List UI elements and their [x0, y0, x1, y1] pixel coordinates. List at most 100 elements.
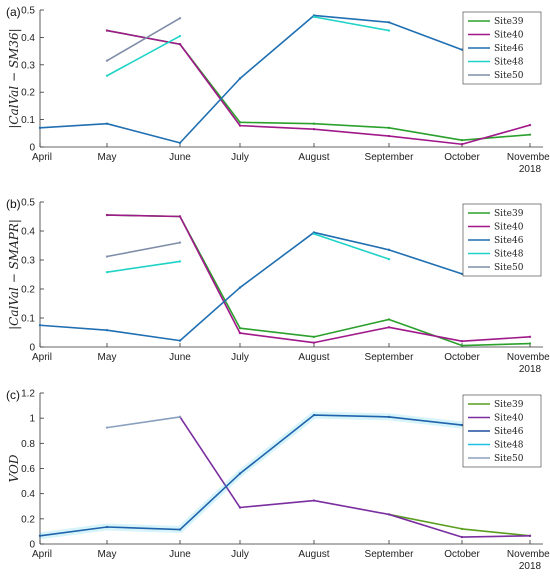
- data-point: [105, 328, 109, 332]
- x-tick-label: September: [365, 152, 415, 163]
- y-tick-label: 0.5: [21, 198, 35, 209]
- y-tick-label: 0.4: [21, 489, 35, 500]
- x-tick-label: November: [507, 549, 550, 560]
- panel-label: (c): [6, 388, 20, 402]
- y-tick-label: 0.4: [21, 227, 35, 238]
- y-tick-label: 0: [29, 540, 35, 551]
- legend-label: Site48: [494, 441, 524, 451]
- legend-label: Site50: [494, 263, 524, 273]
- y-tick-label: 0.1: [21, 115, 35, 126]
- data-point: [178, 17, 182, 20]
- x-tick-label: October: [444, 152, 480, 163]
- y-tick-label: 0.5: [21, 6, 35, 17]
- chart-panel-2: 0 0.1 0.2 0.3 0.4 0.5 April May June July August Se…: [6, 197, 550, 375]
- data-point: [38, 534, 42, 538]
- panel-label: (b): [6, 197, 21, 211]
- x-tick-label: April: [32, 549, 52, 560]
- y-axis-label: |CalVal − SMAPR|: [7, 219, 21, 330]
- data-point: [178, 241, 182, 244]
- data-point: [312, 413, 316, 417]
- y-tick-label: 0.2: [21, 285, 35, 296]
- data-point: [460, 535, 464, 539]
- legend-label: Site39: [494, 400, 524, 410]
- y-tick-label: 1: [29, 414, 35, 425]
- data-point: [460, 340, 464, 343]
- x-tick-label: September: [365, 352, 415, 363]
- y-axis-label: |CalVal − SM36|: [7, 28, 21, 128]
- x-tick-label: November: [507, 152, 550, 163]
- x-tick-label: April: [32, 152, 52, 163]
- data-point: [106, 526, 108, 528]
- data-point: [387, 248, 391, 252]
- data-point: [238, 77, 242, 80]
- data-point: [388, 416, 390, 418]
- legend-label: Site50: [494, 71, 524, 81]
- data-point: [312, 499, 316, 502]
- data-point: [312, 15, 316, 19]
- series-line-site50: [106, 241, 181, 258]
- data-point: [38, 324, 42, 327]
- data-point: [238, 472, 242, 475]
- series-line-site48: [106, 35, 181, 77]
- x-tick-label: June: [169, 152, 191, 163]
- data-point: [387, 134, 391, 138]
- y-tick-label: 0: [29, 143, 35, 154]
- x-tick-label: May: [98, 152, 117, 163]
- x-tick-label: August: [298, 549, 329, 560]
- series-line-site40: [179, 416, 531, 538]
- series-line-site39: [388, 513, 531, 537]
- x-tick-label: October: [444, 549, 480, 560]
- data-point: [238, 124, 242, 127]
- chart-panel-1: 0 0.1 0.2 0.3 0.4 0.5 April May June July August Se…: [6, 5, 550, 175]
- series-line-site48: [313, 16, 390, 32]
- x-tick-label: November: [507, 352, 550, 363]
- y-tick-label: 1.2: [21, 389, 35, 400]
- data-point: [312, 335, 316, 339]
- data-point: [239, 472, 241, 474]
- chart-panel-3: 0 0.2 0.4 0.6 0.8 1 1.2 April May June July August S…: [6, 388, 550, 572]
- data-point: [460, 272, 464, 276]
- series-line-site48: [313, 233, 390, 260]
- legend-label: Site40: [494, 31, 524, 41]
- data-point: [312, 122, 316, 125]
- data-point: [178, 415, 182, 419]
- legend-label: Site39: [494, 209, 524, 219]
- y-tick-label: 0.2: [21, 88, 35, 99]
- y-tick-label: 0.3: [21, 60, 35, 71]
- series-line-site48: [106, 260, 181, 273]
- data-point: [387, 415, 391, 419]
- x-year-label: 2018: [519, 164, 542, 175]
- x-tick-label: October: [444, 352, 480, 363]
- data-point: [528, 534, 532, 538]
- legend-label: Site46: [494, 427, 524, 437]
- data-point: [105, 255, 109, 258]
- series-line-site50: [106, 17, 181, 62]
- data-point: [460, 527, 464, 531]
- y-tick-label: 0.4: [21, 33, 35, 44]
- data-point: [178, 215, 182, 218]
- x-tick-label: April: [32, 352, 52, 363]
- legend-label: Site50: [494, 454, 524, 464]
- y-tick-label: 0.3: [21, 256, 35, 267]
- data-point: [38, 126, 42, 130]
- data-point: [178, 141, 182, 145]
- data-point: [105, 74, 109, 77]
- data-point: [39, 535, 41, 537]
- y-tick-label: 0: [29, 343, 35, 354]
- x-tick-label: August: [298, 352, 329, 363]
- legend-label: Site39: [494, 17, 524, 27]
- data-point: [105, 59, 109, 62]
- y-tick-label: 0.2: [21, 514, 35, 525]
- data-point: [178, 34, 182, 38]
- data-point: [178, 260, 182, 263]
- data-point: [105, 29, 109, 32]
- data-point: [460, 48, 464, 51]
- data-point: [387, 318, 391, 321]
- data-point: [387, 513, 391, 516]
- legend-label: Site46: [494, 236, 524, 246]
- data-point: [105, 270, 109, 274]
- data-point: [460, 143, 464, 146]
- legend-label: Site48: [494, 250, 524, 260]
- legend-label: Site40: [494, 223, 524, 233]
- data-point: [528, 123, 532, 127]
